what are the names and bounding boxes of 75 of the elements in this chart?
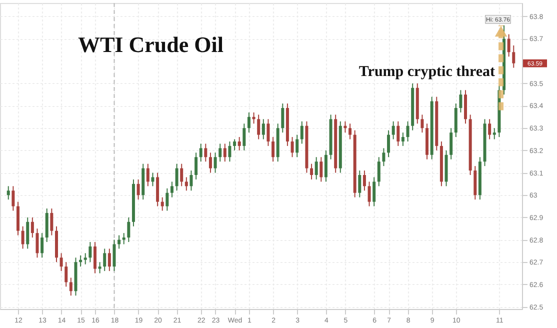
candlestick — [214, 152, 217, 174]
candlestick — [93, 241, 96, 274]
candlestick — [160, 196, 164, 212]
candlestick — [166, 188, 169, 212]
text: WTI Crude Oil — [78, 32, 224, 57]
candlestick — [112, 239, 116, 272]
candlestick — [136, 178, 140, 200]
candlestick — [208, 152, 212, 174]
candlestick — [324, 150, 328, 182]
candlestick — [242, 123, 246, 151]
candlestick — [127, 216, 130, 242]
candlestick — [36, 228, 39, 258]
candlestick — [450, 128, 453, 160]
candlestick — [310, 163, 314, 180]
candlestick — [30, 216, 34, 238]
candlestick — [64, 262, 68, 288]
candlestick — [512, 44, 516, 68]
candlestick — [194, 152, 198, 180]
candlestick — [60, 252, 63, 272]
candlestick — [406, 120, 410, 142]
candlestick — [300, 120, 304, 144]
candlestick — [204, 143, 208, 162]
candlestick — [362, 170, 366, 192]
candlestick — [320, 156, 323, 182]
candlestick — [262, 118, 265, 140]
candlestick — [281, 103, 284, 134]
candlestick — [377, 156, 380, 187]
candlestick — [382, 148, 386, 167]
candlestick — [84, 252, 87, 265]
candlestick — [170, 181, 174, 198]
candlestick — [69, 277, 72, 296]
candlestick — [392, 120, 395, 140]
candlestick — [151, 172, 154, 187]
candlestick — [223, 143, 226, 162]
candlestick — [488, 118, 492, 140]
candlestick — [266, 118, 270, 146]
candlestick — [180, 163, 184, 187]
candlestick — [190, 170, 193, 192]
candlestick — [492, 128, 496, 140]
candlestick — [372, 176, 376, 207]
candlestick — [103, 248, 106, 272]
candlestick — [507, 34, 510, 58]
candlestick — [290, 136, 294, 158]
candlestick — [146, 163, 150, 187]
candlestick — [26, 216, 30, 250]
candlestick — [396, 120, 400, 146]
candlestick — [387, 130, 390, 158]
candlestick — [175, 163, 178, 192]
candlestick — [459, 90, 462, 113]
candlestick — [40, 232, 44, 258]
candlestick — [50, 208, 54, 236]
candlestick — [420, 114, 424, 134]
candlestick — [6, 186, 10, 200]
candlestick — [247, 112, 250, 134]
candlestick — [88, 241, 92, 263]
candlestick — [238, 136, 241, 151]
annotation: Trump cryptic threat — [358, 64, 495, 80]
candlestick — [218, 143, 222, 162]
candlestick — [401, 132, 404, 146]
candlestick — [108, 248, 111, 272]
candlestick — [314, 156, 318, 180]
candlestick — [12, 186, 15, 212]
candlestick — [348, 123, 352, 140]
candlestick — [21, 226, 24, 250]
candlestick — [257, 114, 260, 140]
candlestick — [368, 181, 371, 207]
candlestick — [358, 170, 362, 198]
candlestick — [228, 140, 232, 162]
candlestick — [184, 176, 188, 192]
candlestick — [122, 232, 126, 245]
candlestick — [98, 262, 102, 274]
candlestick — [296, 134, 299, 158]
candlestick — [233, 138, 236, 151]
candlestick — [199, 143, 202, 162]
candlestick — [272, 136, 275, 162]
